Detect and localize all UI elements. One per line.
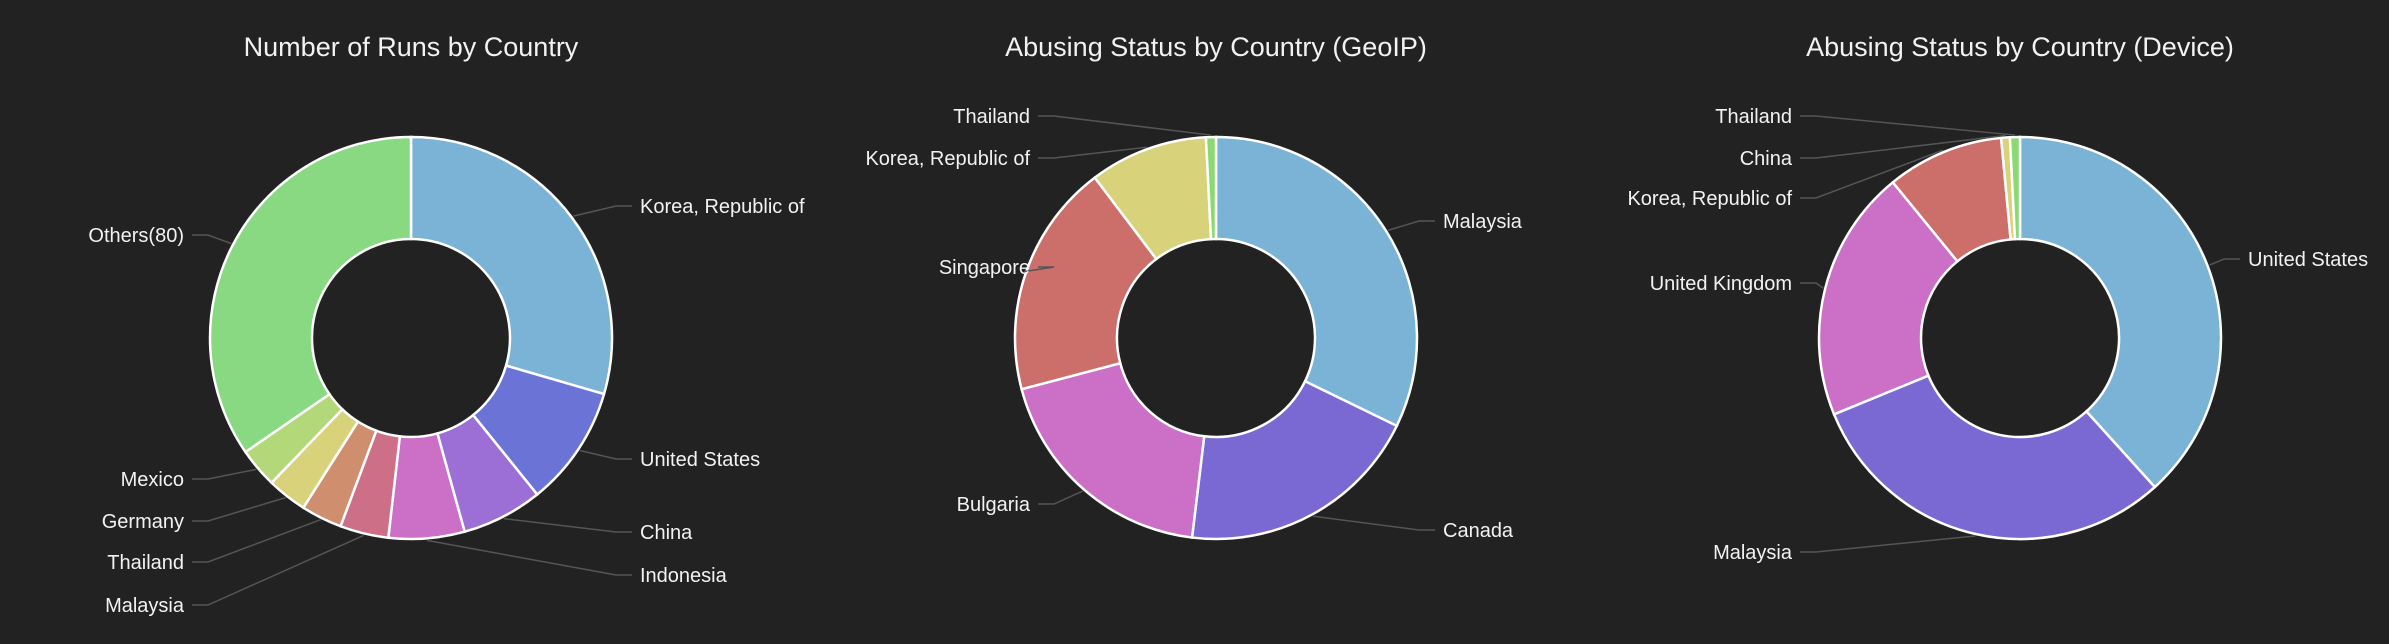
slice-label: United Kingdom xyxy=(1650,273,1792,295)
slice-label: Malaysia xyxy=(105,595,185,617)
leader-line xyxy=(1800,282,1824,289)
donut-slice-malaysia[interactable] xyxy=(1214,135,1419,428)
slice-label: Bulgaria xyxy=(957,494,1031,516)
leader-line xyxy=(1800,149,1944,199)
slice-label: Others(80) xyxy=(88,225,184,247)
donut-slice-canada[interactable] xyxy=(1190,379,1399,541)
donut-slice-united-kingdom[interactable] xyxy=(1817,180,1960,416)
leader-line xyxy=(579,449,632,460)
leader-line xyxy=(1800,535,1976,553)
slice-label: Germany xyxy=(102,511,184,533)
slice-label: Canada xyxy=(1443,520,1514,542)
leader-line xyxy=(503,517,632,533)
leader-line xyxy=(192,234,232,245)
slice-label: United States xyxy=(2248,249,2368,271)
slice-label: Thailand xyxy=(1715,106,1792,128)
slice-label: Malaysia xyxy=(1443,211,1523,233)
donut-slice-united-states[interactable] xyxy=(2018,135,2223,489)
donut-slice-singapore[interactable] xyxy=(1013,175,1159,391)
slice-label: Indonesia xyxy=(640,565,728,587)
slice-label: Korea, Republic of xyxy=(865,148,1030,170)
leader-line xyxy=(192,534,364,606)
leader-line xyxy=(1313,515,1435,531)
leader-line xyxy=(1800,134,2006,159)
slice-label: United States xyxy=(640,449,760,471)
slice-label: China xyxy=(640,522,693,544)
leader-line xyxy=(1800,115,2015,136)
chart-title: Abusing Status by Country (GeoIP) xyxy=(1005,32,1427,62)
leader-line xyxy=(1024,266,1055,273)
leader-line xyxy=(426,539,632,576)
leader-line xyxy=(1038,115,1211,136)
leader-line xyxy=(192,496,286,522)
slice-label: Korea, Republic of xyxy=(640,196,805,218)
leader-line xyxy=(192,468,257,480)
donut-slice-malaysia[interactable] xyxy=(1832,373,2157,541)
chart-title: Number of Runs by Country xyxy=(244,32,579,62)
donut-slice-thailand[interactable] xyxy=(1204,135,1218,241)
donut-slice-bulgaria[interactable] xyxy=(1020,361,1206,539)
slice-label: Mexico xyxy=(121,469,184,491)
slice-label: Thailand xyxy=(953,106,1030,128)
slice-label: Singapore xyxy=(939,257,1030,279)
slice-label: China xyxy=(1740,148,1793,170)
leader-line xyxy=(1387,220,1435,232)
leader-line xyxy=(573,205,632,217)
donut-slice-others-80-[interactable] xyxy=(208,135,413,454)
slice-label: Thailand xyxy=(107,552,184,574)
donut-slice-korea-republic-of[interactable] xyxy=(409,135,614,396)
leader-line xyxy=(2209,258,2240,266)
slice-label: Korea, Republic of xyxy=(1627,188,1792,210)
leader-line xyxy=(1038,490,1084,505)
leader-line xyxy=(1038,146,1147,159)
slice-label: Malaysia xyxy=(1713,542,1793,564)
leader-line xyxy=(192,519,321,563)
donut-slice-thailand[interactable] xyxy=(2008,135,2022,241)
chart-title: Abusing Status by Country (Device) xyxy=(1806,32,2234,62)
